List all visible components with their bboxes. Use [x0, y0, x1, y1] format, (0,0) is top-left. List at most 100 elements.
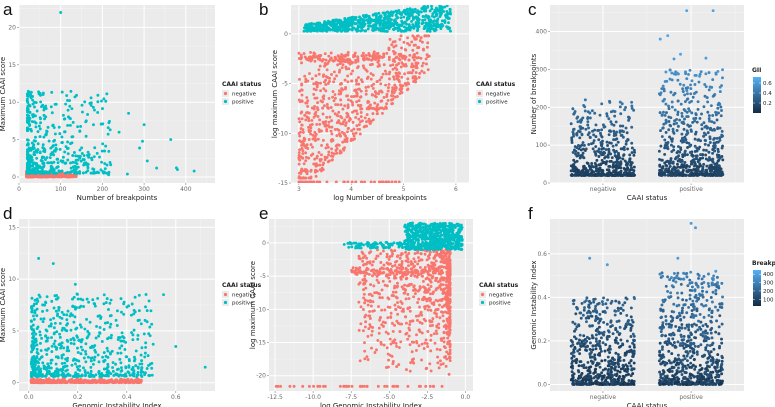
data-point: [685, 77, 689, 81]
data-point-positive: [137, 293, 141, 297]
data-point-positive: [77, 171, 81, 175]
data-point-negative: [335, 147, 339, 151]
data-point-positive: [45, 352, 49, 356]
data-point-negative: [402, 64, 406, 68]
data-point-negative: [313, 104, 317, 108]
data-point: [689, 92, 693, 96]
data-point-positive: [100, 160, 104, 164]
data-point-positive: [61, 159, 65, 163]
data-point-negative: [304, 146, 308, 149]
data-point-negative: [401, 84, 405, 88]
x-tick-label: 0.2: [73, 394, 83, 401]
data-point: [693, 92, 696, 95]
data-point: [689, 160, 693, 163]
data-point: [622, 145, 626, 149]
data-point: [617, 151, 620, 155]
data-point: [595, 158, 599, 162]
data-point: [693, 144, 697, 148]
data-point-positive: [53, 171, 56, 175]
data-point-negative: [354, 78, 358, 82]
data-point: [711, 159, 714, 163]
data-point-negative: [325, 143, 329, 147]
data-points: [569, 9, 725, 177]
data-point: [599, 169, 603, 172]
data-point: [676, 162, 679, 166]
data-point-negative: [319, 81, 322, 85]
data-point-positive: [26, 101, 30, 104]
data-point-positive: [96, 110, 100, 114]
data-point-negative: [402, 40, 406, 44]
data-point-positive: [25, 138, 29, 142]
data-point-negative: [363, 180, 367, 183]
data-point-positive: [331, 28, 335, 32]
data-point-negative: [359, 103, 363, 107]
data-point-positive: [26, 162, 29, 165]
data-point-positive: [65, 359, 69, 363]
data-point-positive: [106, 321, 110, 324]
data-point-negative: [301, 176, 305, 180]
data-point: [630, 146, 634, 150]
data-point-positive: [37, 124, 41, 128]
data-point: [716, 106, 720, 110]
data-point: [584, 166, 588, 170]
data-point-negative: [307, 138, 311, 141]
data-point-positive: [31, 98, 35, 102]
data-point-positive: [36, 142, 40, 146]
data-point-negative: [403, 57, 407, 61]
data-point: [704, 72, 708, 76]
data-point-positive: [176, 168, 179, 171]
data-point-negative: [360, 107, 364, 111]
data-point-positive: [83, 374, 87, 378]
data-point: [577, 129, 580, 133]
data-point: [673, 108, 677, 112]
data-point: [623, 108, 627, 112]
data-point: [710, 120, 714, 124]
data-point-negative: [395, 77, 399, 81]
data-point-negative: [399, 89, 403, 93]
data-point-positive: [104, 144, 108, 148]
data-point: [581, 116, 585, 120]
data-point: [717, 102, 721, 106]
data-point-positive: [111, 369, 115, 373]
data-point: [575, 132, 579, 136]
data-point-positive: [346, 17, 350, 21]
data-point-positive: [97, 372, 101, 376]
data-point: [712, 121, 716, 125]
data-point: [621, 135, 625, 139]
data-point-positive: [50, 299, 54, 303]
data-point-positive: [367, 24, 370, 28]
data-point: [677, 172, 681, 176]
data-point: [708, 137, 712, 141]
data-point: [681, 87, 685, 91]
data-point-negative: [407, 58, 411, 62]
data-point-negative: [82, 380, 86, 384]
y-tick-label: 0: [284, 31, 288, 38]
data-point: [669, 161, 672, 165]
data-point-positive: [100, 99, 103, 103]
data-point: [685, 92, 689, 96]
data-point: [704, 124, 708, 128]
data-point-positive: [71, 160, 75, 164]
data-point-negative: [320, 153, 323, 157]
data-point: [615, 137, 619, 141]
data-point-negative: [395, 94, 399, 98]
y-tick-label: 10: [8, 276, 16, 283]
data-point: [607, 147, 611, 151]
data-point-positive: [343, 17, 347, 20]
data-point: [661, 126, 665, 130]
data-point-negative: [324, 124, 328, 128]
data-point-negative: [129, 378, 133, 382]
y-axis-label: Maximum CAAI score: [0, 57, 7, 131]
data-point-positive: [149, 309, 153, 313]
data-point: [672, 57, 676, 61]
data-point-negative: [327, 153, 331, 157]
data-point-negative: [315, 96, 319, 100]
data-point-negative: [364, 89, 368, 93]
data-point-positive: [59, 346, 63, 350]
data-point-negative: [88, 380, 92, 384]
data-point-positive: [30, 120, 34, 123]
data-point: [578, 136, 582, 140]
data-point-negative: [29, 380, 33, 384]
